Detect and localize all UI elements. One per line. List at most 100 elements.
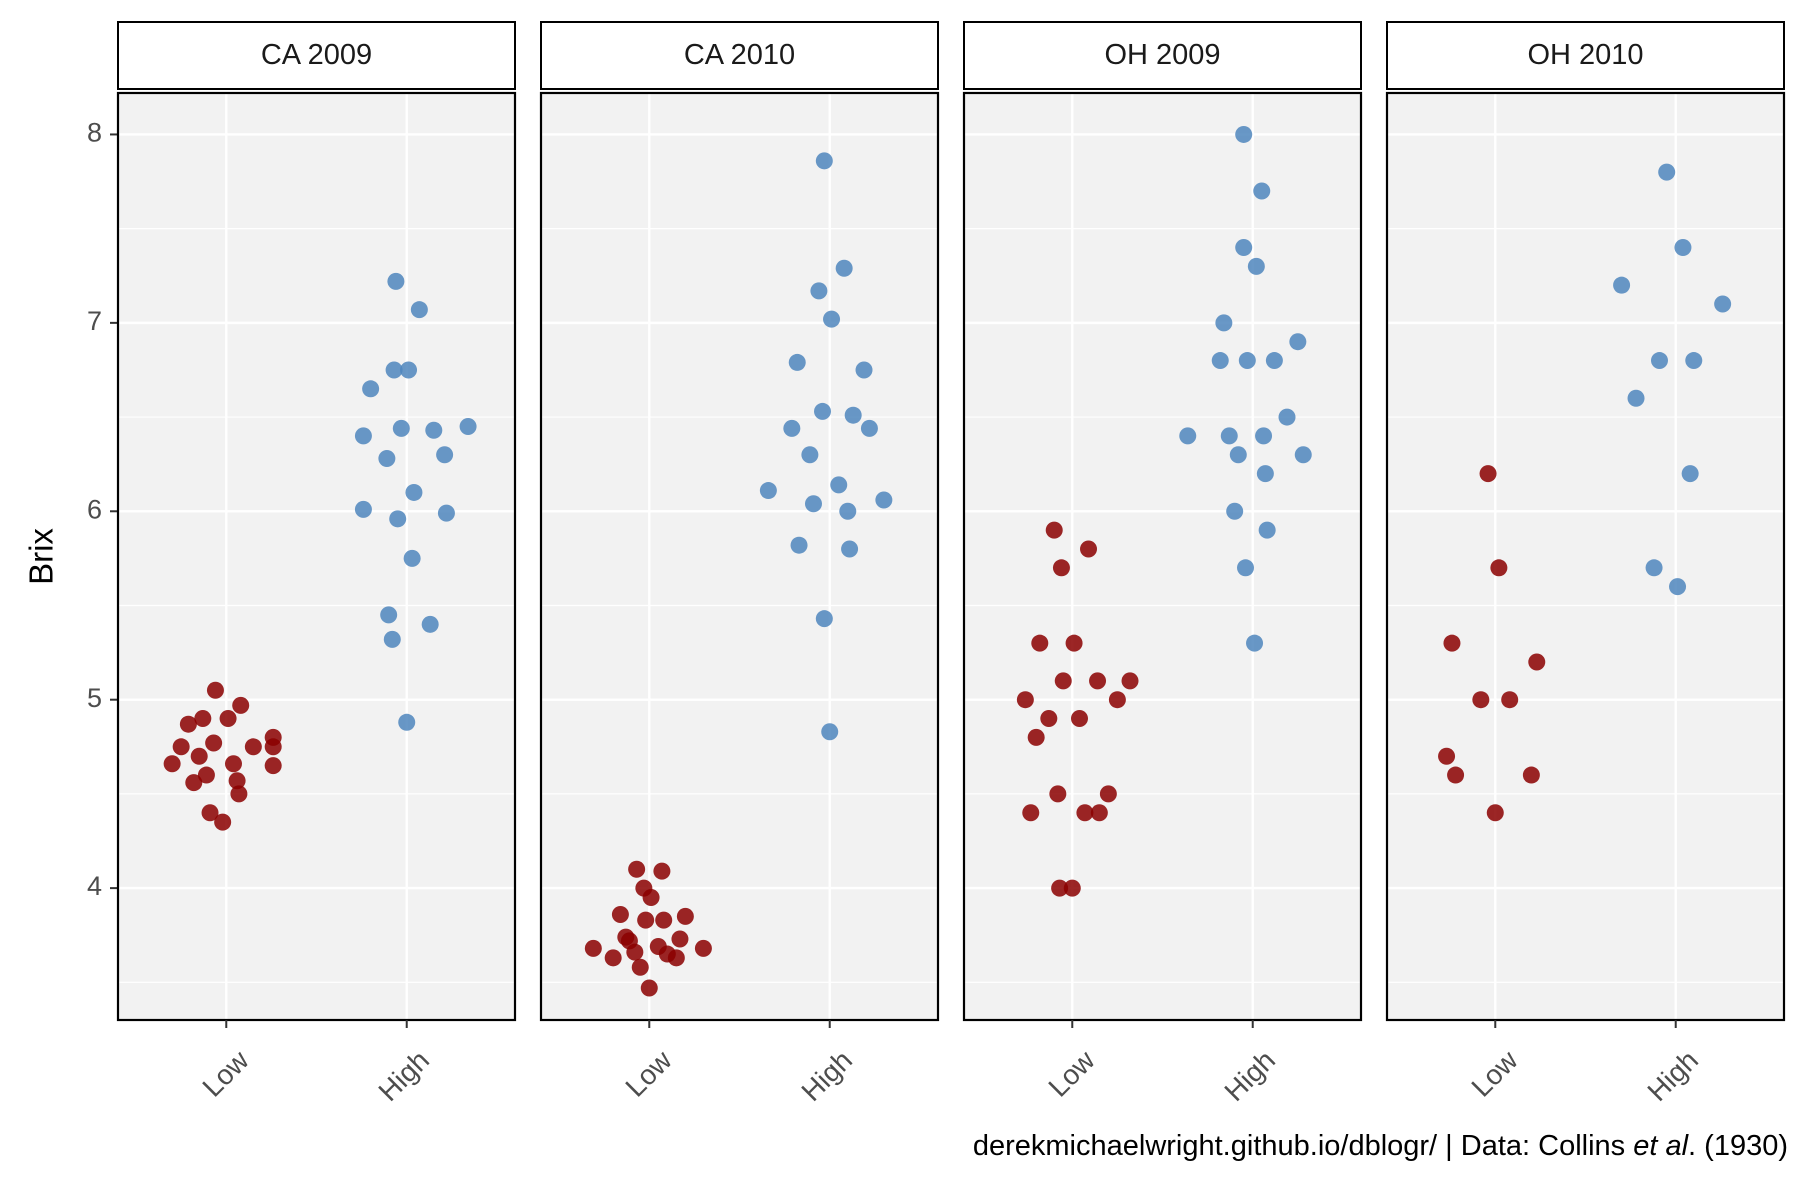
data-point-high xyxy=(759,482,777,500)
data-point-low xyxy=(1438,747,1456,765)
data-point-high xyxy=(1215,314,1233,332)
data-point-high xyxy=(860,419,878,437)
data-point-high xyxy=(421,615,439,633)
data-point-low xyxy=(631,958,649,976)
data-point-high xyxy=(1256,465,1274,483)
y-tick-label: 8 xyxy=(87,118,102,148)
data-point-low xyxy=(244,738,262,756)
data-point-high xyxy=(1258,521,1276,539)
data-point-high xyxy=(821,723,839,741)
data-point-low xyxy=(224,755,242,773)
data-point-low xyxy=(1051,879,1069,897)
panel-strip-label: CA 2009 xyxy=(261,39,372,71)
data-point-low xyxy=(232,696,250,714)
y-tick-label: 4 xyxy=(87,871,102,901)
data-point-high xyxy=(389,510,407,528)
x-tick-label: Low xyxy=(1465,1044,1524,1103)
data-point-low xyxy=(653,862,671,880)
x-tick-label: High xyxy=(1218,1044,1281,1107)
data-point-low xyxy=(676,907,694,925)
panel-background xyxy=(541,93,938,1020)
caption-suffix: . (1930) xyxy=(1688,1130,1788,1162)
data-point-high xyxy=(437,504,455,522)
data-point-high xyxy=(410,301,428,319)
data-point-high xyxy=(783,419,801,437)
data-point-low xyxy=(205,734,223,752)
data-point-high xyxy=(1294,446,1312,464)
data-point-high xyxy=(1220,427,1238,445)
data-point-high xyxy=(1211,352,1229,370)
data-point-low xyxy=(1472,691,1490,709)
data-point-low xyxy=(1089,672,1107,690)
data-point-high xyxy=(839,502,857,520)
data-point-low xyxy=(1099,785,1117,803)
data-point-high xyxy=(398,713,416,731)
source-caption: derekmichaelwright.github.io/dblogr/ | D… xyxy=(973,1130,1788,1163)
data-point-low xyxy=(197,766,215,784)
data-point-high xyxy=(1674,239,1692,256)
panel-strip-label: OH 2010 xyxy=(1527,39,1643,71)
data-point-low xyxy=(206,681,224,699)
data-point-low xyxy=(201,804,219,822)
data-point-high xyxy=(425,421,443,439)
data-point-high xyxy=(1238,352,1256,370)
data-point-low xyxy=(1501,691,1519,709)
panel-border xyxy=(962,91,1363,1022)
panel-strip-label: CA 2010 xyxy=(684,39,795,71)
data-point-low xyxy=(626,943,644,961)
data-point-low xyxy=(185,774,203,792)
data-point-high xyxy=(788,353,806,371)
data-point-high xyxy=(1278,408,1296,426)
data-point-low xyxy=(611,905,629,923)
y-tick-label: 7 xyxy=(87,306,102,336)
data-point-low xyxy=(1027,728,1045,746)
data-point-high xyxy=(1681,465,1699,483)
data-point-low xyxy=(264,757,282,775)
data-point-high xyxy=(841,540,859,558)
data-point-low xyxy=(1447,766,1465,784)
x-tick-label: High xyxy=(1641,1044,1704,1107)
data-point-low xyxy=(637,911,655,929)
data-point-high xyxy=(436,446,454,464)
y-tick-label: 6 xyxy=(87,494,102,524)
data-point-low xyxy=(230,785,248,803)
data-point-low xyxy=(655,911,673,929)
data-point-low xyxy=(1080,540,1098,558)
data-point-high xyxy=(1627,389,1645,407)
data-point-high xyxy=(823,310,841,328)
x-tick-label: High xyxy=(372,1044,435,1107)
data-point-low xyxy=(1052,559,1070,577)
data-point-high xyxy=(400,361,418,379)
data-point-low xyxy=(1443,634,1461,652)
data-point-high xyxy=(385,361,403,379)
data-point-high xyxy=(1650,352,1668,370)
data-point-low xyxy=(214,813,232,831)
data-point-low xyxy=(640,979,658,997)
data-point-low xyxy=(179,715,197,733)
data-point-high xyxy=(801,446,819,464)
panel-strip xyxy=(963,21,1362,90)
data-point-high xyxy=(1669,578,1687,596)
data-point-low xyxy=(1045,521,1063,539)
data-point-low xyxy=(671,930,689,948)
data-point-high xyxy=(1658,163,1676,181)
panel-strip-label: OH 2009 xyxy=(1104,39,1220,71)
data-point-high xyxy=(855,361,873,379)
y-tick-label: 5 xyxy=(87,683,102,713)
panel-strip xyxy=(540,21,939,90)
data-point-high xyxy=(830,476,848,494)
data-point-low xyxy=(1522,766,1540,784)
data-point-high xyxy=(405,483,423,501)
data-point-high xyxy=(844,406,862,424)
data-point-high xyxy=(1237,559,1255,577)
data-point-high xyxy=(835,259,853,277)
data-point-high xyxy=(378,450,396,468)
data-point-high xyxy=(814,402,832,420)
data-point-high xyxy=(1235,125,1253,143)
panel-background xyxy=(964,93,1361,1020)
data-point-low xyxy=(1016,691,1034,709)
data-point-low xyxy=(1486,804,1504,822)
y-axis-title: Brix xyxy=(23,528,60,585)
data-point-high xyxy=(1645,559,1663,577)
data-point-low xyxy=(642,889,660,907)
